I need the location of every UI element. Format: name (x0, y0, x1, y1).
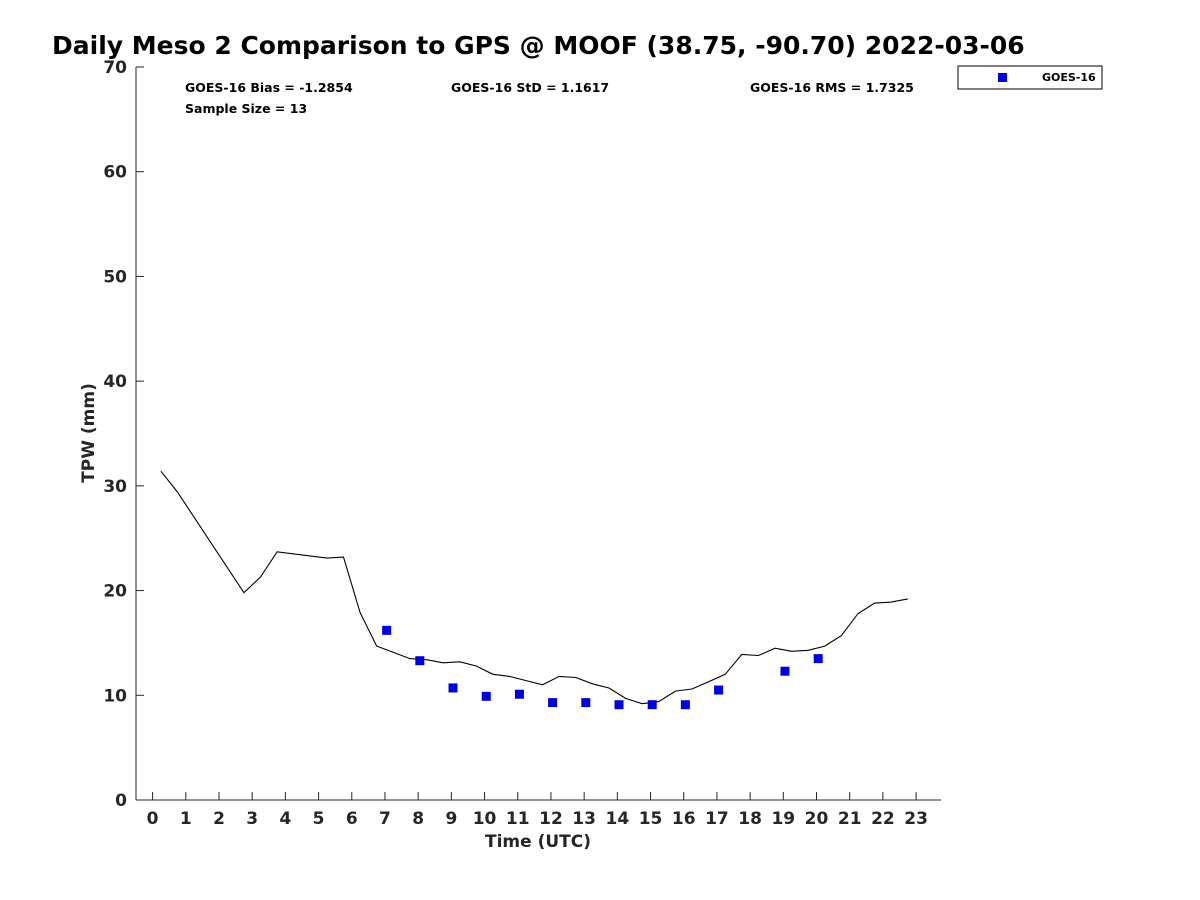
y-tick-label: 70 (103, 58, 127, 78)
gps-line-layer (160, 470, 908, 705)
x-tick-label: 7 (379, 809, 391, 829)
x-tick-label: 11 (506, 809, 530, 829)
x-axis-ticks: 0 1 2 3 4 5 6 7 8 9 10 11 12 13 14 15 16 17 18 19 20 21 22 23 (147, 792, 928, 829)
y-axis-ticks: 0 10 20 30 40 50 60 70 (103, 58, 144, 811)
plot-axes (135, 67, 941, 801)
y-tick-label: 20 (103, 582, 127, 602)
x-tick-label: 0 (147, 809, 159, 829)
chart-title: Daily Meso 2 Comparison to GPS @ MOOF (3… (52, 31, 1025, 60)
goes16-point (481, 691, 491, 701)
y-tick-label: 10 (103, 686, 127, 706)
x-tick-label: 22 (871, 809, 895, 829)
goes16-points-layer (382, 625, 823, 710)
goes16-point (680, 700, 690, 710)
y-axis-label: TPW (mm) (79, 383, 99, 483)
x-tick-label: 18 (738, 809, 762, 829)
x-tick-label: 16 (672, 809, 696, 829)
x-tick-label: 13 (572, 809, 596, 829)
x-tick-label: 23 (904, 809, 928, 829)
x-tick-label: 4 (279, 809, 291, 829)
x-tick-label: 5 (313, 809, 325, 829)
legend-marker-goes16 (998, 73, 1007, 82)
sample-size-annotation: Sample Size = 13 (185, 101, 307, 116)
legend-box (957, 65, 1103, 90)
goes16-point (548, 698, 558, 708)
x-tick-label: 6 (346, 809, 358, 829)
goes16-point (714, 685, 724, 695)
x-tick-label: 20 (805, 809, 829, 829)
goes16-point (382, 625, 392, 635)
x-axis-label: Time (UTC) (485, 832, 591, 852)
goes16-point (448, 683, 458, 693)
goes16-point (780, 666, 790, 676)
x-tick-label: 10 (473, 809, 497, 829)
y-tick-label: 30 (103, 477, 127, 497)
gps-tpw-line (160, 470, 908, 705)
legend: GOES-16 (957, 65, 1103, 90)
goes16-point (581, 698, 591, 708)
goes16-point (514, 689, 524, 699)
x-tick-label: 14 (606, 809, 630, 829)
goes16-point (647, 700, 657, 710)
x-tick-label: 15 (639, 809, 663, 829)
bias-annotation: GOES-16 Bias = -1.2854 (185, 80, 353, 95)
rms-annotation: GOES-16 RMS = 1.7325 (750, 80, 914, 95)
x-tick-label: 19 (771, 809, 795, 829)
x-tick-label: 3 (246, 809, 258, 829)
x-tick-label: 12 (539, 809, 563, 829)
x-tick-label: 8 (412, 809, 424, 829)
goes16-point (415, 656, 425, 666)
x-tick-label: 2 (213, 809, 225, 829)
y-tick-label: 50 (103, 267, 127, 287)
y-tick-label: 0 (115, 791, 127, 811)
y-tick-label: 60 (103, 163, 127, 183)
goes16-point (813, 654, 823, 664)
x-tick-label: 21 (838, 809, 862, 829)
std-annotation: GOES-16 StD = 1.1617 (451, 80, 609, 95)
x-tick-label: 1 (180, 809, 192, 829)
x-tick-label: 9 (445, 809, 457, 829)
goes16-point (614, 700, 624, 710)
y-tick-label: 40 (103, 372, 127, 392)
x-tick-label: 17 (705, 809, 729, 829)
legend-label-goes16: GOES-16 (1042, 71, 1096, 84)
